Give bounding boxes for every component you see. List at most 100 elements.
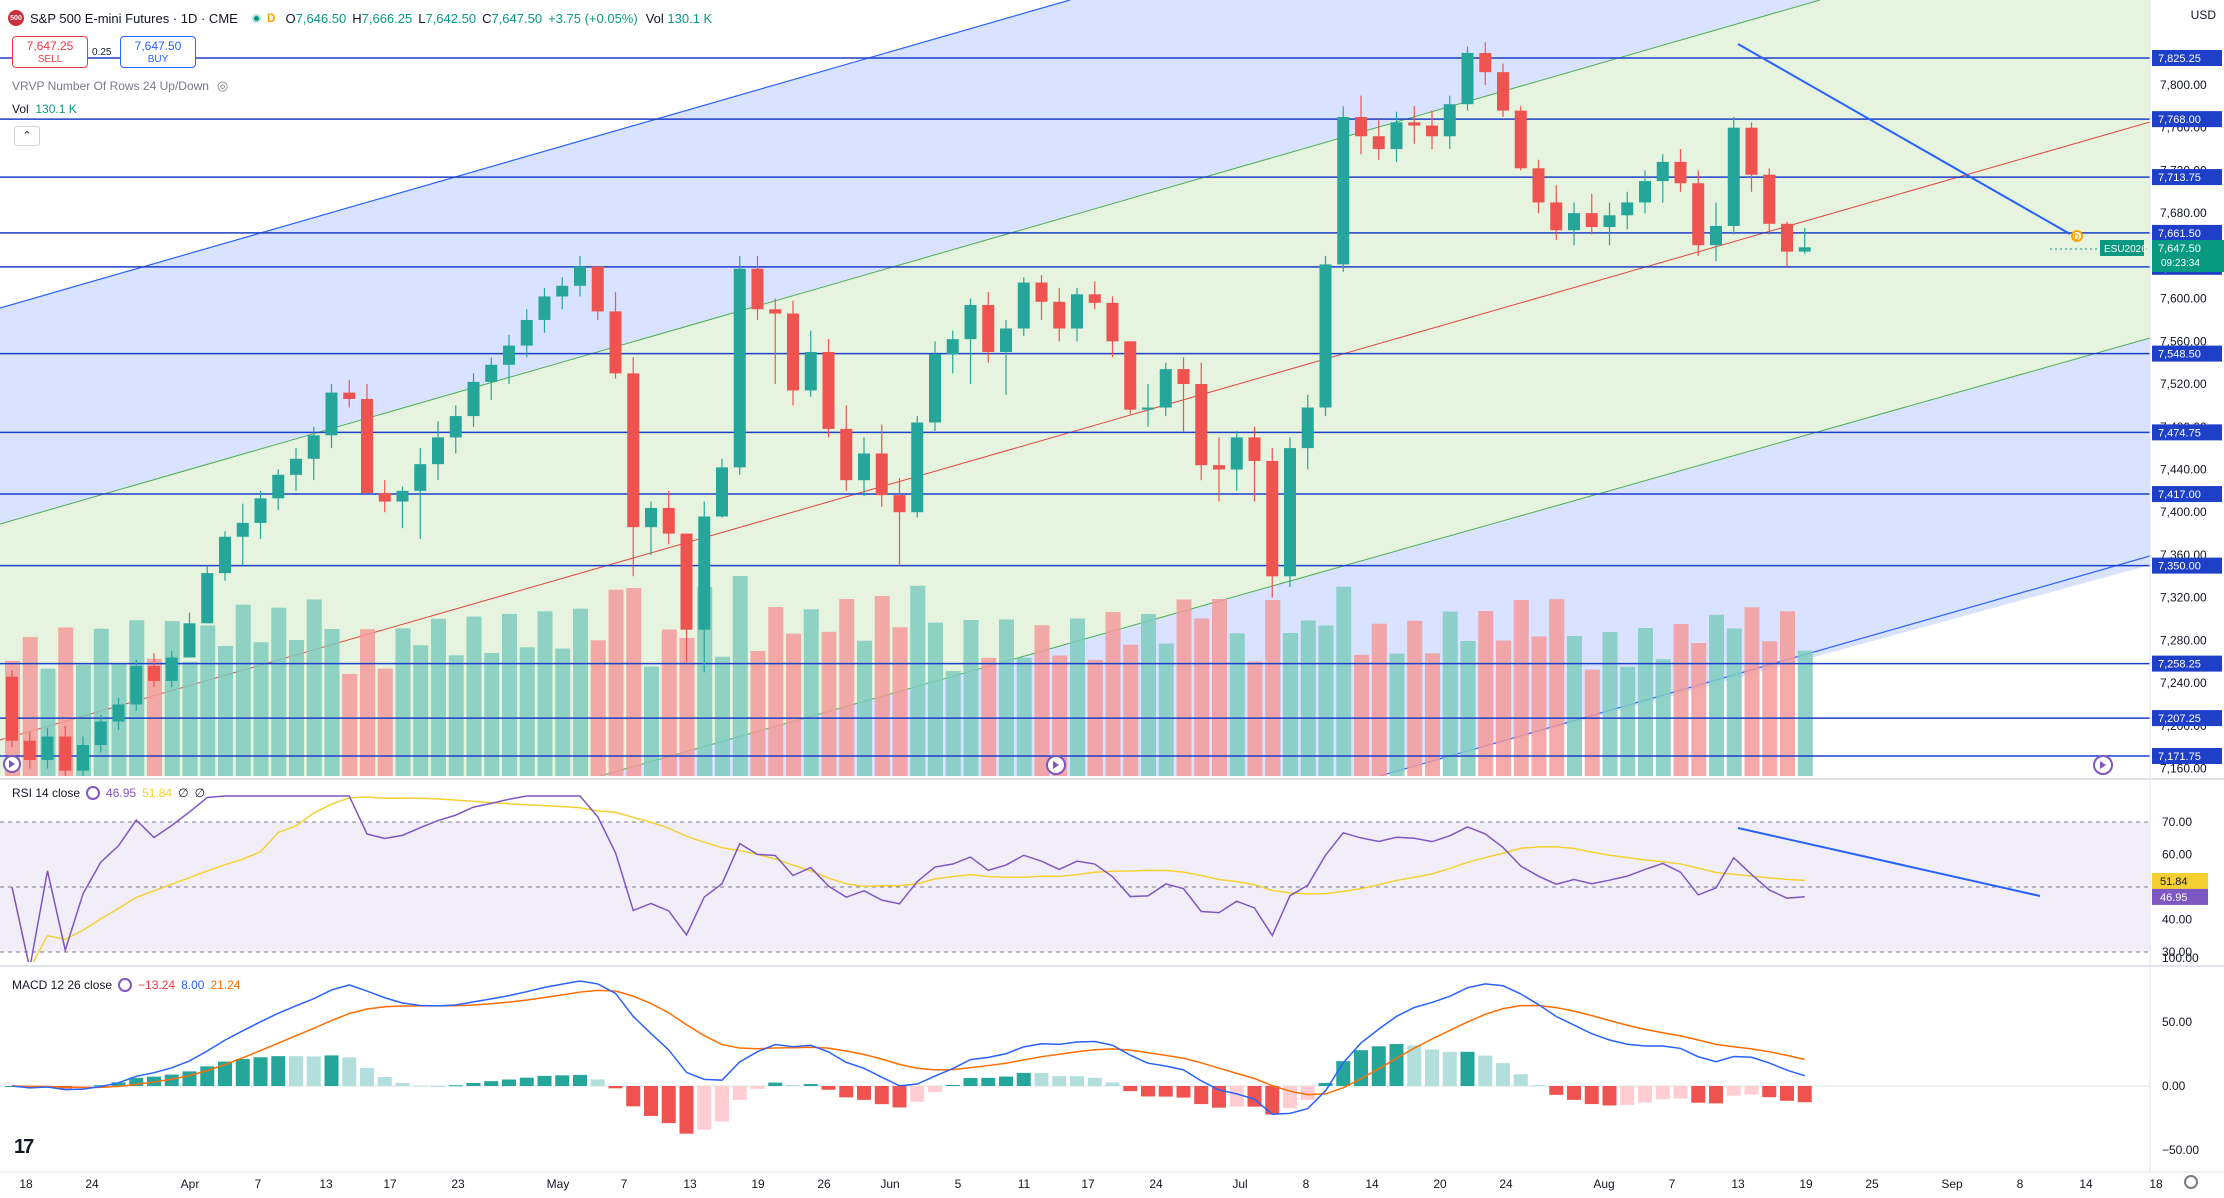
candle[interactable]	[1497, 63, 1509, 118]
rsi-pane[interactable]	[0, 795, 2150, 968]
candle[interactable]	[1301, 394, 1314, 470]
candle[interactable]	[1372, 119, 1385, 160]
candle[interactable]	[1000, 319, 1012, 395]
chart-settings-gear-icon[interactable]	[2184, 1175, 2198, 1189]
candle[interactable]	[1124, 341, 1137, 414]
candle[interactable]	[130, 659, 143, 711]
candle[interactable]	[1656, 154, 1669, 203]
candle[interactable]	[1230, 431, 1243, 491]
candle[interactable]	[1710, 202, 1722, 262]
candle[interactable]	[307, 426, 320, 481]
candle[interactable]	[485, 357, 498, 401]
candle[interactable]	[1674, 149, 1687, 192]
candle[interactable]	[1639, 170, 1651, 214]
time-axis[interactable]: 18 24 Apr 7 13 17 23 May 7 13 19 26 Jun 5 11 17 24 Jul 8 14…	[19, 1177, 2163, 1191]
candle[interactable]	[1337, 106, 1350, 272]
current-price-label[interactable]: ESU2026 7,647.50 09:23:34	[2100, 240, 2224, 272]
candle[interactable]	[556, 277, 569, 310]
candle[interactable]	[1266, 448, 1279, 598]
macd-settings-icon[interactable]	[118, 978, 133, 992]
candles[interactable]	[6, 42, 1811, 779]
tradingview-logo-icon[interactable]: 17	[14, 1136, 34, 1158]
candle[interactable]	[733, 255, 746, 475]
candle[interactable]	[1355, 95, 1367, 155]
eye-hidden-icon[interactable]: ◎	[216, 78, 229, 93]
candle[interactable]	[1798, 228, 1811, 254]
candle[interactable]	[574, 255, 586, 297]
candle[interactable]	[1284, 437, 1296, 587]
macd-pane[interactable]	[0, 980, 2150, 1134]
candle[interactable]	[290, 448, 302, 491]
candle[interactable]	[77, 736, 89, 778]
candle[interactable]	[148, 653, 160, 688]
candle[interactable]	[503, 334, 515, 385]
candle[interactable]	[1550, 185, 1563, 240]
candle[interactable]	[94, 715, 107, 753]
trendline-handle[interactable]	[2071, 230, 2083, 242]
candle[interactable]	[858, 437, 870, 497]
candle[interactable]	[1479, 42, 1492, 85]
candle[interactable]	[662, 490, 675, 545]
price-level-tag[interactable]	[2152, 655, 2222, 672]
candle[interactable]	[1248, 426, 1261, 502]
candle[interactable]	[343, 379, 356, 408]
candle[interactable]	[751, 255, 764, 320]
price-level-tag[interactable]	[2152, 169, 2222, 186]
candle[interactable]	[361, 384, 373, 493]
vrvp-legend[interactable]: VRVP Number Of Rows 24 Up/Down ◎	[12, 78, 229, 93]
candle[interactable]	[1532, 159, 1545, 214]
candle[interactable]	[822, 339, 835, 438]
candle[interactable]	[609, 292, 622, 379]
candle[interactable]	[183, 612, 196, 658]
price-level-tag[interactable]	[2152, 111, 2222, 128]
candle[interactable]	[1195, 362, 1208, 481]
candle[interactable]	[964, 298, 977, 385]
candle[interactable]	[1426, 110, 1438, 150]
candle[interactable]	[1071, 287, 1083, 342]
price-level-tag[interactable]	[2152, 748, 2222, 764]
candle[interactable]	[911, 416, 924, 518]
candle[interactable]	[1017, 277, 1030, 336]
candle[interactable]	[1088, 281, 1101, 310]
candle[interactable]	[769, 298, 782, 385]
candle[interactable]	[23, 732, 36, 769]
candle[interactable]	[1727, 117, 1740, 235]
candle[interactable]	[1621, 191, 1634, 230]
candle[interactable]	[201, 565, 214, 624]
price-level-tag[interactable]	[2152, 557, 2222, 574]
candle[interactable]	[432, 421, 444, 481]
buy-button[interactable]: 7,647.50 BUY	[120, 36, 196, 68]
candle[interactable]	[219, 531, 231, 581]
price-level-tag[interactable]	[2152, 224, 2222, 241]
price-level-tag[interactable]	[2152, 50, 2222, 66]
candle[interactable]	[929, 341, 941, 432]
price-axis[interactable]: 7,800.007,760.007,720.007,680.007,640.00…	[2152, 50, 2222, 776]
candle[interactable]	[467, 373, 480, 427]
candle[interactable]	[680, 533, 693, 662]
candle[interactable]	[449, 405, 462, 454]
candle[interactable]	[1514, 106, 1527, 171]
regression-channel[interactable]	[0, 0, 2150, 776]
candle[interactable]	[520, 309, 533, 358]
candle[interactable]	[875, 424, 888, 507]
volume-legend[interactable]: Vol 130.1 K	[12, 102, 77, 116]
candle[interactable]	[804, 330, 817, 397]
replay-icon-left[interactable]	[3, 755, 21, 773]
candle[interactable]	[1408, 106, 1421, 144]
replay-icon-right[interactable]	[2093, 755, 2113, 775]
price-level-tag[interactable]	[2152, 424, 2222, 441]
collapse-legend-button[interactable]: ⌃	[14, 126, 40, 146]
candle[interactable]	[59, 725, 72, 779]
replay-icon-mid[interactable]	[1046, 755, 1066, 775]
rsi-divergence-line[interactable]	[1737, 827, 2041, 897]
candle[interactable]	[1461, 46, 1474, 111]
candle[interactable]	[378, 480, 391, 513]
macd-legend[interactable]: MACD 12 26 close −13.24 8.00 21.24	[12, 978, 241, 992]
candle[interactable]	[1745, 122, 1758, 192]
candle[interactable]	[414, 448, 427, 539]
candle[interactable]	[1763, 168, 1776, 235]
rsi-settings-icon[interactable]	[86, 786, 101, 800]
